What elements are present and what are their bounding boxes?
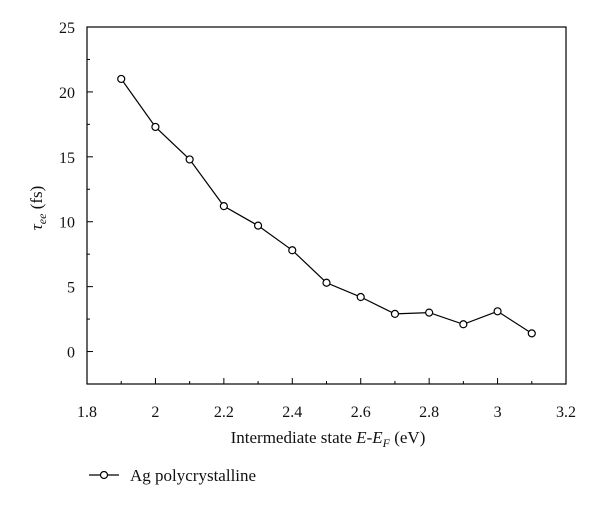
x-tick-label: 2.2	[214, 404, 234, 421]
data-point	[527, 329, 536, 338]
legend-marker	[99, 470, 109, 480]
y-tick-label: 15	[59, 150, 75, 167]
data-point	[185, 155, 194, 164]
plot-area-border	[86, 26, 567, 385]
x-tick-label: 2	[151, 404, 159, 421]
x-tick-label: 1.8	[77, 404, 97, 421]
data-point	[390, 309, 400, 318]
series-layer	[117, 74, 536, 338]
x-tick-label: 2.8	[419, 404, 439, 421]
y-tick-label: 25	[59, 20, 75, 37]
x-tick-label: 3	[494, 404, 502, 421]
y-axis-label: τee (fs)	[27, 186, 49, 231]
y-tick-label: 10	[59, 215, 75, 232]
y-tick-label: 0	[67, 345, 75, 362]
data-point	[425, 308, 434, 317]
y-axis-ticks: 0 5 10 15 20 25	[59, 20, 93, 385]
data-point	[117, 74, 126, 84]
plot-frame	[86, 26, 567, 385]
data-point	[219, 202, 228, 211]
data-point	[459, 320, 468, 329]
data-point	[288, 246, 297, 255]
legend-label: Ag polycrystalline	[130, 466, 256, 485]
legend: Ag polycrystalline	[89, 466, 256, 485]
y-tick-label: 5	[67, 280, 75, 297]
data-point	[356, 292, 365, 302]
x-tick-label: 2.6	[351, 404, 371, 421]
x-axis-ticks: 1.8 2 2.2 2.4 2.6 2.8 3 3.2	[77, 378, 576, 421]
x-axis-label: Intermediate state E-EF (eV)	[231, 428, 426, 450]
y-tick-label: 20	[59, 85, 75, 102]
data-point	[493, 307, 502, 316]
x-tick-label: 2.4	[282, 404, 302, 421]
data-point	[253, 221, 263, 230]
data-point	[322, 278, 331, 287]
x-tick-label: 3.2	[556, 404, 576, 421]
series-line	[120, 78, 533, 334]
data-point	[151, 122, 160, 132]
